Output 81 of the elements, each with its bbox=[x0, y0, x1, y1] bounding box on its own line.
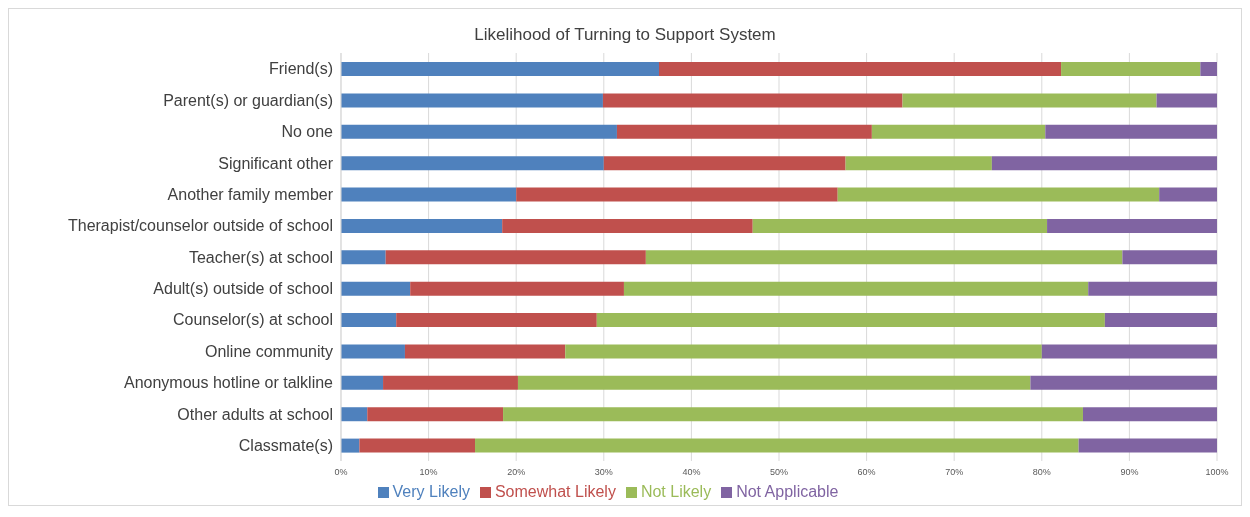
bar bbox=[1122, 250, 1217, 265]
x-tick-label: 70% bbox=[945, 467, 964, 478]
y-tick-label: Adult(s) outside of school bbox=[153, 280, 333, 298]
bar bbox=[341, 313, 397, 328]
bar bbox=[1082, 407, 1217, 422]
bar bbox=[341, 281, 411, 296]
legend-label: Not Applicable bbox=[736, 483, 839, 500]
x-tick-label: 60% bbox=[857, 467, 876, 478]
x-tick-label: 80% bbox=[1032, 467, 1051, 478]
x-tick-label: 40% bbox=[682, 467, 701, 478]
x-tick-label: 50% bbox=[769, 467, 789, 478]
bar bbox=[396, 313, 597, 328]
bar bbox=[1078, 438, 1217, 453]
bar bbox=[516, 187, 838, 202]
bar bbox=[517, 375, 1031, 390]
y-tick-label: Classmate(s) bbox=[238, 436, 333, 454]
bar bbox=[475, 438, 1079, 453]
bar bbox=[341, 187, 517, 202]
bar bbox=[871, 124, 1046, 139]
bar bbox=[341, 218, 503, 233]
y-tick-label: Counselor(s) at school bbox=[172, 311, 333, 329]
y-tick-label: Another family member bbox=[167, 185, 334, 203]
bar bbox=[341, 344, 405, 359]
y-tick-label: Friend(s) bbox=[268, 60, 333, 78]
bar bbox=[752, 218, 1048, 233]
bar bbox=[902, 93, 1157, 108]
y-tick-label: Therapist/counselor outside of school bbox=[67, 217, 333, 235]
bar bbox=[341, 62, 659, 76]
bar bbox=[1045, 124, 1217, 139]
bar bbox=[341, 250, 386, 265]
bar bbox=[503, 407, 1083, 422]
bar bbox=[1088, 281, 1217, 296]
bar bbox=[410, 281, 624, 296]
x-tick-label: 90% bbox=[1120, 467, 1139, 478]
bar bbox=[341, 407, 368, 422]
bar bbox=[602, 93, 903, 108]
y-tick-label: Other adults at school bbox=[177, 405, 333, 423]
x-tick-label: 100% bbox=[1205, 467, 1229, 478]
bar bbox=[367, 407, 504, 422]
bar bbox=[596, 313, 1105, 328]
bar bbox=[845, 156, 992, 171]
bar bbox=[404, 344, 566, 359]
bar bbox=[837, 187, 1160, 202]
bar bbox=[385, 250, 646, 265]
bar bbox=[341, 375, 384, 390]
bar bbox=[1041, 344, 1217, 359]
bar bbox=[1061, 62, 1201, 76]
bar bbox=[341, 438, 360, 453]
legend-label: Somewhat Likely bbox=[494, 483, 616, 500]
bar bbox=[383, 375, 518, 390]
y-tick-label: Significant other bbox=[218, 154, 334, 172]
bar bbox=[341, 124, 617, 139]
y-tick-label: Anonymous hotline or talkline bbox=[123, 374, 334, 392]
bar bbox=[502, 218, 753, 233]
x-tick-label: 30% bbox=[594, 467, 613, 478]
bar bbox=[1104, 313, 1217, 328]
y-tick-label: Online community bbox=[204, 342, 333, 360]
chart-title: Likelihood of Turning to Support System bbox=[473, 24, 777, 46]
bar bbox=[658, 62, 1062, 76]
legend-label: Very Likely bbox=[392, 483, 470, 500]
y-tick-label: No one bbox=[281, 123, 334, 141]
bar bbox=[1030, 375, 1217, 390]
x-tick-label: 20% bbox=[507, 467, 526, 478]
bar bbox=[341, 93, 603, 108]
bar bbox=[991, 156, 1217, 171]
bar bbox=[645, 250, 1123, 265]
x-tick-label: 0% bbox=[334, 467, 348, 478]
legend-label: Not Likely bbox=[640, 483, 712, 500]
bar bbox=[623, 281, 1089, 296]
bar bbox=[565, 344, 1042, 359]
y-tick-label: Parent(s) or guardian(s) bbox=[163, 91, 333, 109]
x-tick-label: 10% bbox=[419, 467, 438, 478]
bar bbox=[616, 124, 872, 139]
bar bbox=[359, 438, 476, 453]
y-tick-label: Teacher(s) at school bbox=[188, 248, 333, 266]
bar bbox=[1159, 187, 1217, 202]
bar bbox=[341, 156, 604, 171]
bar bbox=[1047, 218, 1217, 233]
bar bbox=[603, 156, 846, 171]
bar bbox=[1156, 93, 1217, 108]
bar bbox=[1200, 62, 1217, 76]
